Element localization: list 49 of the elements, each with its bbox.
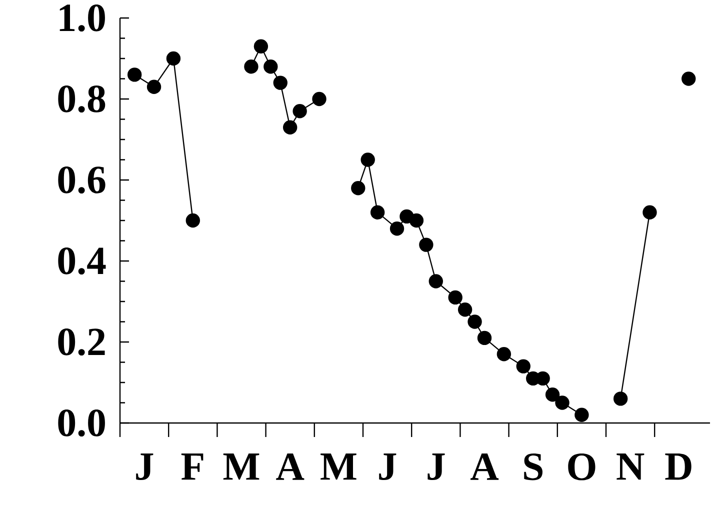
point	[409, 213, 424, 228]
point	[428, 274, 443, 288]
point	[682, 72, 696, 86]
x-tick-label: O	[568, 454, 596, 480]
point	[186, 213, 200, 228]
point	[419, 238, 434, 252]
x-tick-label: A	[470, 454, 499, 480]
point	[458, 302, 472, 317]
point	[351, 181, 366, 196]
x-tick-label: J	[379, 454, 396, 480]
point	[613, 392, 628, 406]
x-tick-label: M	[320, 454, 356, 480]
point	[390, 222, 404, 236]
point	[244, 59, 258, 74]
y-tick-label: 1.0	[60, 4, 105, 32]
point	[555, 396, 570, 410]
point	[283, 120, 298, 134]
point	[642, 205, 657, 220]
point	[254, 39, 268, 54]
point	[360, 152, 375, 167]
x-tick-label: J	[136, 454, 154, 480]
x-tick-label: A	[276, 454, 304, 480]
x-tick-label: F	[181, 454, 204, 480]
point	[545, 388, 560, 402]
y-tick-label: 0.6	[58, 166, 106, 194]
x-tick-label: J	[428, 454, 445, 480]
point	[536, 371, 550, 386]
point	[574, 408, 589, 422]
y-tick-label: 0.8	[58, 85, 106, 113]
point	[312, 92, 326, 106]
point	[146, 80, 162, 94]
point	[127, 68, 142, 82]
y-tick-label: 0.0	[58, 409, 105, 437]
point	[370, 205, 385, 220]
y-tick-label: 0.4	[58, 247, 106, 275]
point	[166, 51, 181, 66]
point	[273, 76, 288, 90]
point	[496, 347, 512, 362]
y-tick-label: 0.2	[58, 328, 105, 356]
point	[264, 59, 278, 74]
point	[468, 314, 482, 329]
x-tick-label: D	[665, 454, 692, 480]
point	[448, 290, 462, 305]
point	[292, 104, 307, 118]
point	[477, 330, 492, 346]
x-tick-label: N	[616, 454, 644, 480]
x-tick-label: S	[524, 454, 542, 480]
x-tick-label: M	[223, 454, 260, 480]
point	[516, 359, 530, 374]
